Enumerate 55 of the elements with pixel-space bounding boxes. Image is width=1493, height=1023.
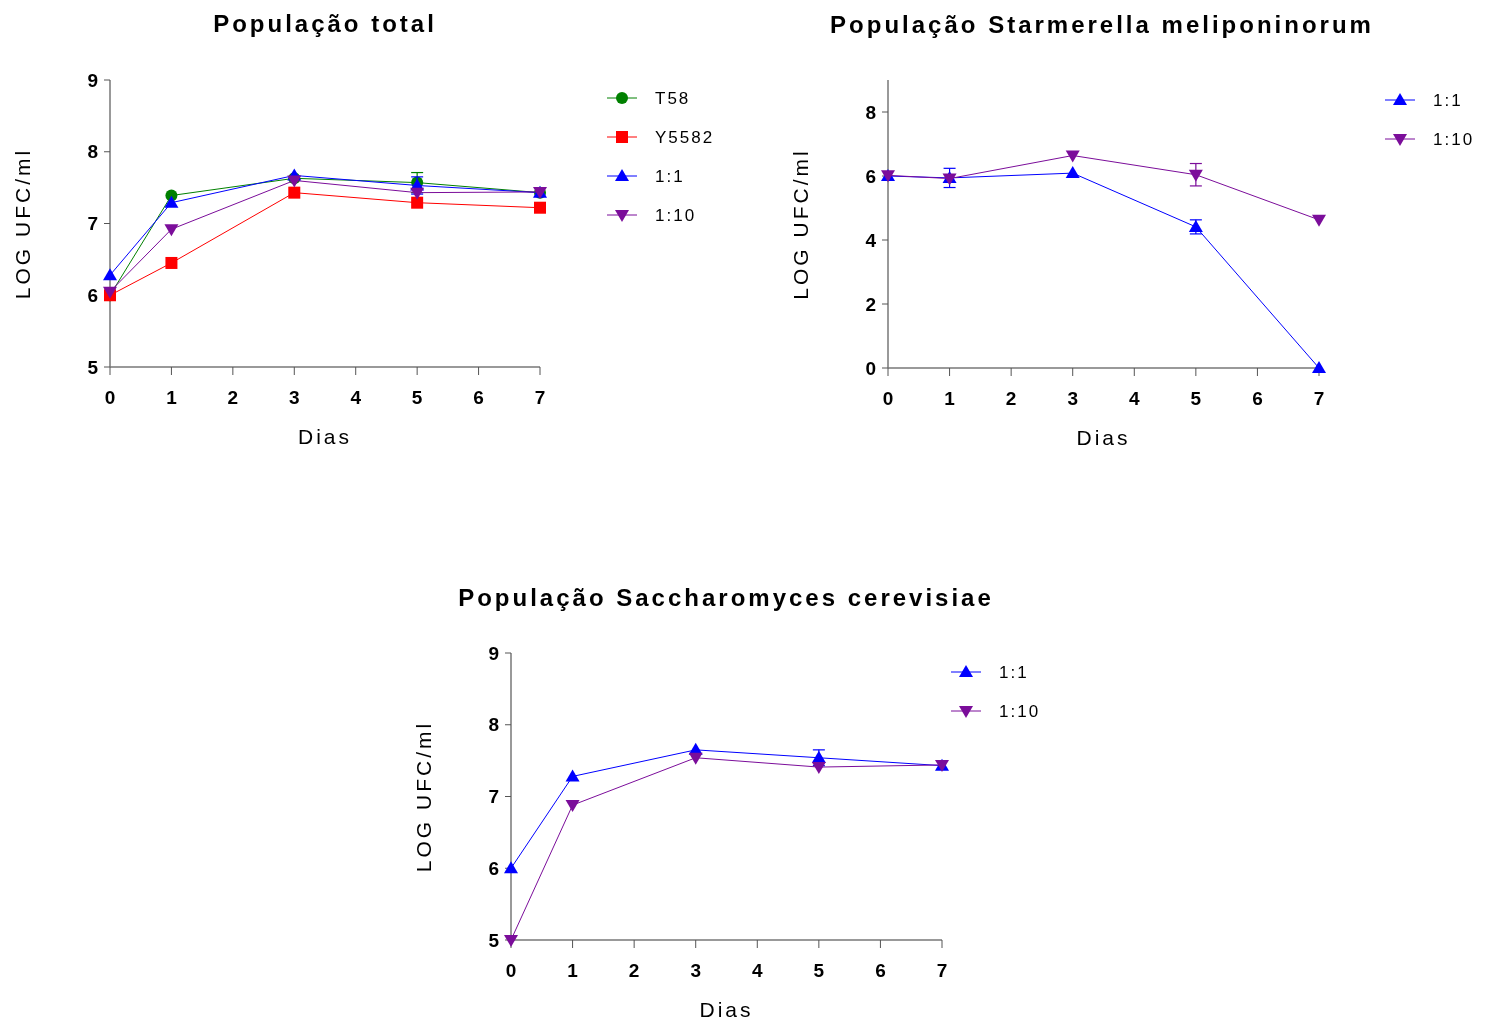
x-axis-title: Dias bbox=[699, 998, 754, 1021]
x-tick-label: 5 bbox=[813, 960, 825, 981]
y-tick-label: 5 bbox=[488, 929, 500, 951]
x-tick-label: 7 bbox=[936, 960, 948, 981]
x-tick-label: 3 bbox=[1067, 388, 1078, 409]
x-tick-label: 0 bbox=[882, 388, 894, 409]
y-tick-label: 6 bbox=[865, 165, 876, 187]
y-axis-title: LOG UFC/ml bbox=[789, 148, 812, 300]
chart-title: População Starmerella meliponinorum bbox=[830, 11, 1374, 38]
x-tick-label: 1 bbox=[567, 960, 579, 981]
legend-label: 1:10 bbox=[999, 701, 1041, 721]
legend-label: Y5582 bbox=[655, 127, 715, 147]
x-tick-label: 3 bbox=[690, 960, 701, 981]
legend-label: 1:1 bbox=[999, 662, 1029, 682]
x-tick-label: 4 bbox=[752, 960, 763, 981]
x-tick-label: 4 bbox=[1129, 388, 1140, 409]
legend-label: 1:1 bbox=[1433, 90, 1463, 110]
y-tick-label: 6 bbox=[87, 284, 98, 306]
legend-label: T58 bbox=[655, 88, 691, 108]
x-tick-label: 5 bbox=[411, 387, 423, 408]
x-tick-label: 2 bbox=[1005, 388, 1017, 409]
x-tick-label: 6 bbox=[473, 387, 484, 408]
y-axis-title: LOG UFC/ml bbox=[412, 720, 435, 873]
legend-label: 1:10 bbox=[655, 205, 697, 225]
y-axis-title: LOG UFC/ml bbox=[11, 147, 34, 300]
x-tick-label: 4 bbox=[350, 387, 362, 408]
x-tick-label: 1 bbox=[944, 388, 956, 409]
x-axis-title: Dias bbox=[297, 425, 353, 448]
x-tick-label: 1 bbox=[166, 387, 178, 408]
y-tick-label: 2 bbox=[865, 293, 876, 315]
y-tick-label: 8 bbox=[488, 714, 499, 736]
x-tick-label: 7 bbox=[534, 387, 546, 408]
legend-label: 1:1 bbox=[655, 166, 685, 186]
y-tick-label: 9 bbox=[488, 642, 499, 664]
x-axis-title: Dias bbox=[1076, 426, 1131, 449]
y-tick-label: 8 bbox=[865, 101, 876, 123]
y-tick-label: 9 bbox=[87, 69, 98, 91]
x-tick-label: 2 bbox=[227, 387, 239, 408]
x-tick-label: 2 bbox=[628, 960, 640, 981]
y-tick-label: 7 bbox=[87, 213, 98, 235]
y-tick-label: 7 bbox=[488, 786, 499, 808]
chart-title: População Saccharomyces cerevisiae bbox=[458, 584, 994, 611]
x-tick-label: 6 bbox=[1252, 388, 1263, 409]
chart-title: População total bbox=[213, 10, 437, 37]
y-tick-label: 4 bbox=[865, 229, 877, 251]
y-tick-label: 0 bbox=[865, 357, 876, 379]
x-tick-label: 7 bbox=[1313, 388, 1325, 409]
x-tick-label: 0 bbox=[505, 960, 517, 981]
x-tick-label: 3 bbox=[289, 387, 300, 408]
x-tick-label: 5 bbox=[1190, 388, 1202, 409]
legend-label: 1:10 bbox=[1433, 129, 1475, 149]
y-tick-label: 6 bbox=[488, 857, 499, 879]
x-tick-label: 0 bbox=[104, 387, 116, 408]
y-tick-label: 5 bbox=[87, 356, 99, 378]
y-tick-label: 8 bbox=[87, 141, 98, 163]
